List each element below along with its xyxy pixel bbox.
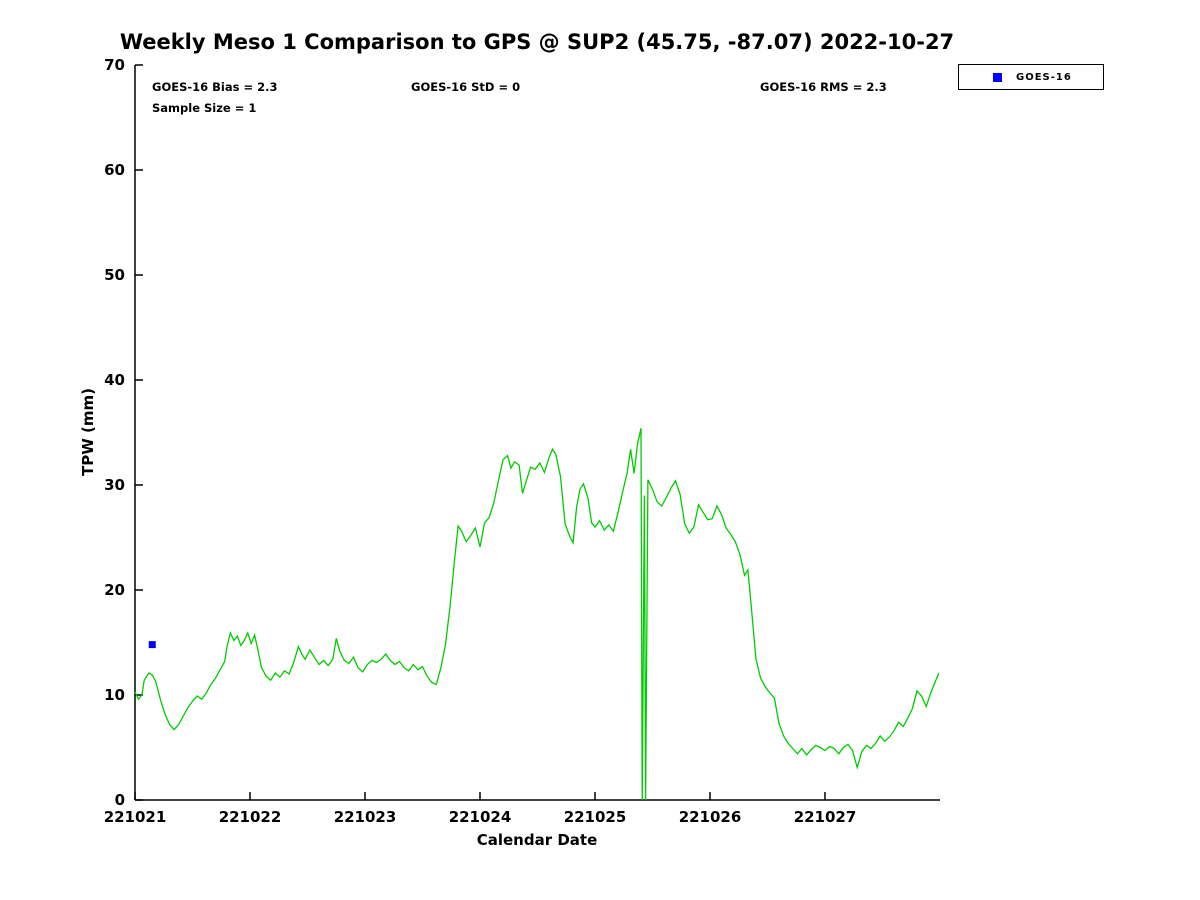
x-axis-label: Calendar Date <box>476 831 598 849</box>
y-tick-label: 40 <box>104 371 125 389</box>
stat-bias-text: GOES-16 Bias = 2.3 <box>152 80 278 94</box>
series-marker-goes-16 <box>148 641 156 649</box>
series-line-gps <box>134 428 940 801</box>
y-tick-label: 20 <box>104 581 125 599</box>
x-tick-label: 221025 <box>564 808 627 826</box>
stat-std-text: GOES-16 StD = 0 <box>411 80 521 94</box>
y-tick-label: 0 <box>115 791 125 809</box>
x-tick-label: 221026 <box>679 808 742 826</box>
y-tick-label: 70 <box>104 56 125 74</box>
x-tick-label: 221021 <box>104 808 167 826</box>
x-tick-label: 221024 <box>449 808 512 826</box>
legend-marker-square-icon <box>993 72 1002 82</box>
y-tick-label: 30 <box>104 476 125 494</box>
x-tick-label: 221023 <box>334 808 397 826</box>
y-tick-label: 60 <box>104 161 125 179</box>
y-axis-label: TPW (mm) <box>79 388 97 476</box>
y-tick-label: 10 <box>104 686 125 704</box>
stat-rms-text: GOES-16 RMS = 2.3 <box>760 80 887 94</box>
legend-label-goes16: GOES-16 <box>1016 71 1072 83</box>
x-tick-label: 221027 <box>794 808 857 826</box>
chart-title: Weekly Meso 1 Comparison to GPS @ SUP2 (… <box>119 30 955 54</box>
legend: GOES-16 <box>958 64 1104 90</box>
x-tick-label: 221022 <box>219 808 282 826</box>
stat-sample-size-text: Sample Size = 1 <box>152 101 257 115</box>
y-tick-label: 50 <box>104 266 125 284</box>
